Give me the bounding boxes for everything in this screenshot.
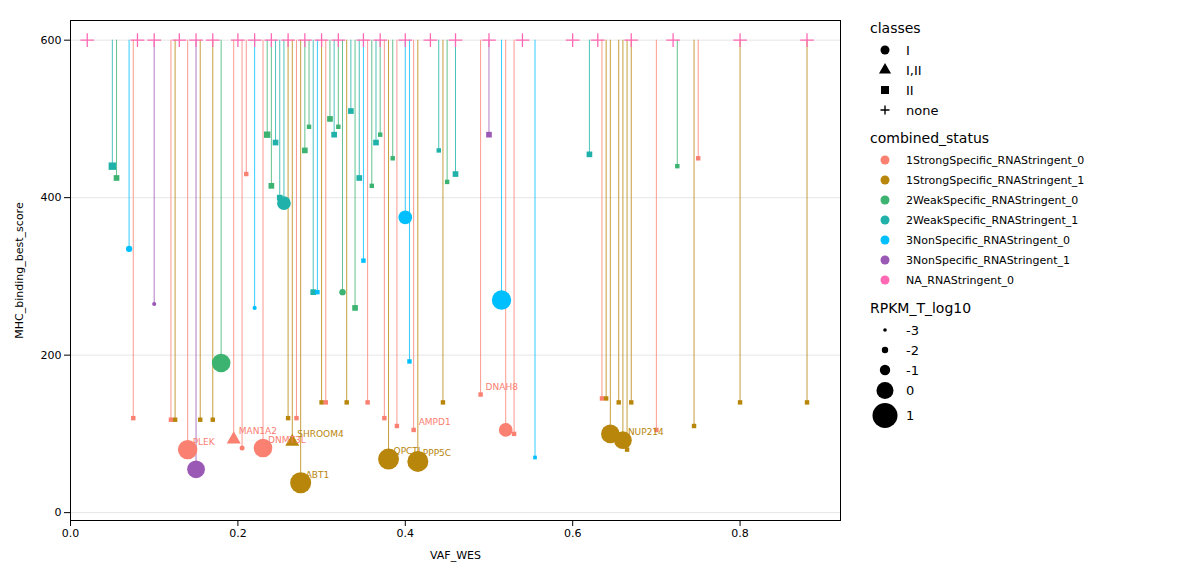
html-text:none: none [906, 102, 939, 118]
html-text:NA_RNAStringent_0: NA_RNAStringent_0 [906, 273, 1014, 287]
html-text:-1: -1 [906, 362, 919, 378]
html-text:0: 0 [906, 383, 915, 398]
svg-text:PLEK: PLEK [193, 437, 216, 447]
svg-text:0.2: 0.2 [229, 527, 247, 540]
svg-text:NUP214: NUP214 [628, 427, 664, 437]
html-text:I: I [906, 42, 910, 58]
svg-text:200: 200 [41, 349, 62, 362]
svg-text:DNMT3L: DNMT3L [268, 435, 306, 446]
html-text:1StrongSpecific_RNAStringent_0: 1StrongSpecific_RNAStringent_0 [906, 153, 1085, 167]
svg-text:0.6: 0.6 [564, 527, 582, 540]
html-text:combined_status: combined_status [870, 130, 990, 146]
svg-text:400: 400 [41, 191, 62, 204]
svg-text:0.8: 0.8 [731, 527, 749, 540]
html-text:1StrongSpecific_RNAStringent_1: 1StrongSpecific_RNAStringent_1 [906, 173, 1085, 187]
svg-text:AMPD1: AMPD1 [419, 417, 451, 427]
svg-text:0.0: 0.0 [62, 527, 80, 540]
svg-text:SHROOM4: SHROOM4 [297, 429, 344, 439]
svg-text:VAF_WES: VAF_WES [430, 549, 481, 562]
html-text:RPKM_T_log10: RPKM_T_log10 [870, 300, 972, 316]
svg-text:0.4: 0.4 [397, 527, 415, 540]
svg-text:600: 600 [41, 34, 62, 47]
html-text:3NonSpecific_RNAStringent_1: 3NonSpecific_RNAStringent_1 [906, 253, 1070, 267]
html-text:2WeakSpecific_RNAStringent_1: 2WeakSpecific_RNAStringent_1 [906, 213, 1079, 227]
html-text:-3: -3 [906, 322, 919, 338]
html-text:3NonSpecific_RNAStringent_0: 3NonSpecific_RNAStringent_0 [906, 233, 1070, 247]
svg-text:DNAH8: DNAH8 [486, 382, 519, 392]
svg-text:QPCTL: QPCTL [394, 446, 423, 456]
html-text:-2: -2 [906, 342, 919, 358]
html-text:1: 1 [906, 408, 915, 423]
svg-text:PPP5C: PPP5C [423, 448, 451, 458]
html-text:2WeakSpecific_RNAStringent_0: 2WeakSpecific_RNAStringent_0 [906, 193, 1079, 207]
svg-text:0: 0 [55, 506, 62, 519]
html-text:classes: classes [870, 20, 921, 36]
html-text:II: II [906, 82, 914, 98]
svg-text:MHC_binding_best_score: MHC_binding_best_score [13, 202, 26, 339]
svg-text:MAN1A2: MAN1A2 [238, 426, 277, 437]
html-text:I,II: I,II [906, 62, 922, 78]
svg-text:ABT1: ABT1 [306, 470, 330, 480]
